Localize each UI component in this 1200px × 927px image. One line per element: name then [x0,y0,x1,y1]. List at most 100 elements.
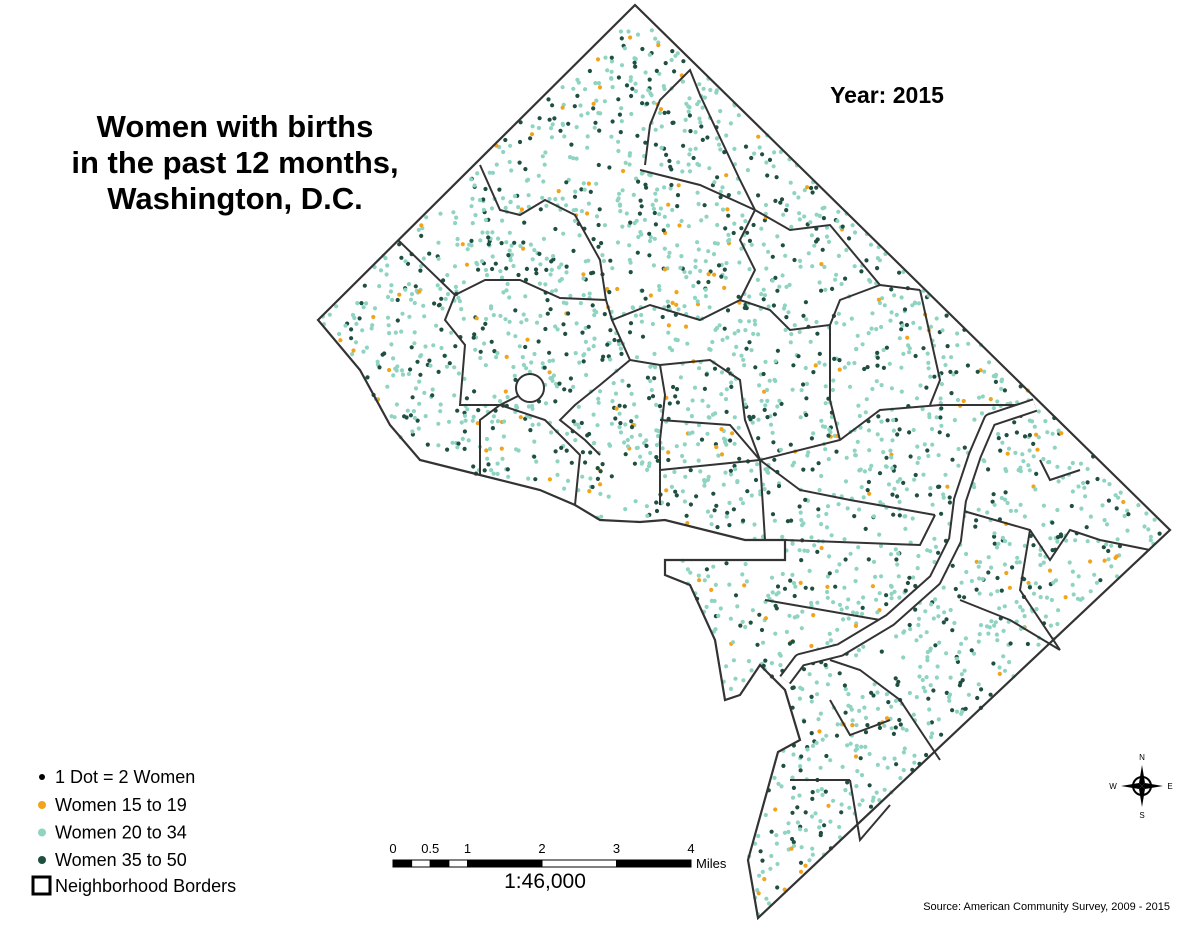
dot [521,362,527,368]
dot [731,507,737,512]
dot [1148,534,1153,539]
dot [1144,511,1149,516]
dot [682,128,687,133]
dot [966,341,971,346]
dot [923,609,928,614]
dot [553,324,558,329]
dot [717,323,722,328]
dot [899,365,904,370]
dot [737,456,742,461]
dot [695,102,700,107]
dot [726,213,731,218]
dot [857,708,862,714]
dot [776,781,781,786]
dot [602,99,608,104]
dot [667,401,672,406]
dot [427,251,432,256]
dot [666,110,671,115]
dot [818,765,823,770]
dot [469,204,474,209]
dot [995,399,1000,404]
dot [779,197,785,202]
dot [771,164,776,169]
dot [460,436,465,441]
dot [914,695,919,700]
dot [807,672,812,677]
dot [617,425,622,430]
dot [859,744,864,750]
dot [507,159,512,165]
dot [824,525,830,530]
dot [687,105,692,110]
dot [901,750,907,755]
dot [792,593,797,599]
dot [997,671,1002,677]
dot [1031,454,1036,459]
dot [819,545,824,551]
dot [439,327,444,332]
dot [464,262,470,267]
dot [790,836,795,842]
dot [579,209,585,214]
dot [977,395,982,400]
dot [791,840,796,845]
dot [521,240,526,245]
dot [724,261,729,266]
dot [648,173,653,178]
dot [1038,595,1043,600]
dot [814,319,819,325]
dot [1043,614,1048,619]
dot [403,259,408,264]
dot [538,207,543,212]
dot [931,616,936,621]
dot [950,708,955,713]
dot [327,312,332,317]
dot [956,446,961,452]
dot [856,648,862,653]
dot [929,426,935,432]
dot [499,275,505,280]
legend-label: Women 20 to 34 [55,822,187,842]
scale-tick-label: 0 [389,841,396,856]
dot [611,381,616,386]
dot [791,843,797,848]
dot [680,79,686,84]
dot [586,201,592,206]
dot [471,335,476,340]
dot [556,265,562,270]
dot [720,337,725,342]
dot [892,486,897,491]
dot [836,502,841,507]
dot [1004,570,1009,576]
dot [443,296,448,302]
dot [891,731,897,737]
dot [904,728,909,733]
dot [837,824,842,830]
dot [920,407,925,412]
dot [371,314,376,320]
dot [999,495,1004,501]
dot [680,489,686,494]
dot [702,478,707,483]
dot [462,446,467,451]
dot [707,305,712,310]
dot [862,469,868,474]
dot [602,223,608,228]
dot [629,111,634,117]
dot [962,595,967,600]
dot [840,224,845,229]
dot [724,664,729,669]
dot [846,597,851,602]
dot [511,263,516,269]
dot [916,622,921,628]
dot [644,438,649,443]
dot [1094,580,1099,585]
dot [633,81,638,86]
dot [994,545,1000,550]
dot [850,723,855,728]
dot [934,316,939,321]
dot [596,396,601,401]
dot [675,338,680,343]
dot [506,474,511,479]
dot [842,537,847,542]
